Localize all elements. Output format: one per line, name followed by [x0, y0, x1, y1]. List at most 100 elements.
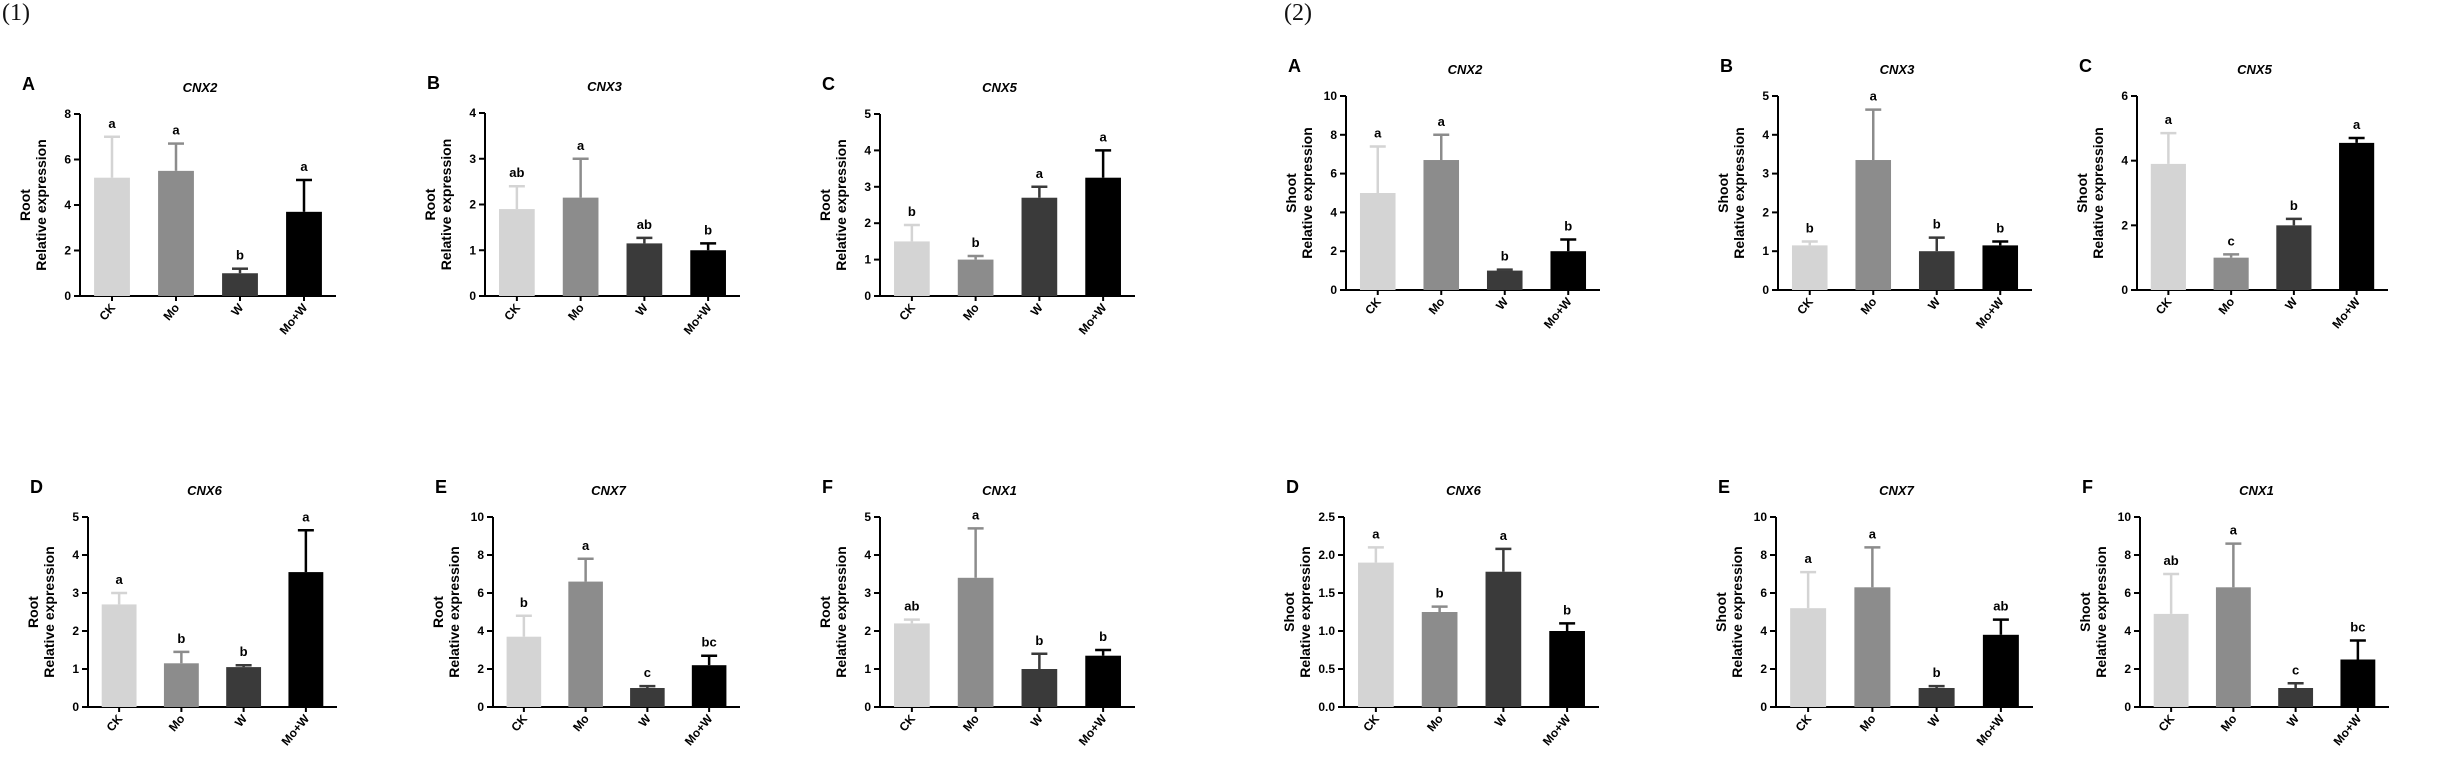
y-tick-label: 10	[471, 510, 485, 524]
x-tick-label: Mo	[1858, 295, 1880, 317]
x-tick-label: Mo+W	[681, 300, 715, 337]
y-tick-label: 0	[469, 289, 476, 303]
panel-letter: F	[2082, 477, 2093, 497]
y-axis-label-tissue: Root	[430, 596, 446, 628]
chart-1-E: E CNX7 Root Relative expression 0 2 4 6 8 10 b CK a M…	[430, 477, 740, 748]
bar-w	[1918, 251, 1955, 290]
y-tick-label: 0	[1762, 283, 1769, 297]
bar-w	[626, 243, 663, 296]
y-tick-label: 2.5	[1318, 510, 1335, 524]
bar-mo	[1854, 587, 1891, 707]
panel-letter: D	[30, 477, 43, 497]
significance-letter: a	[116, 572, 124, 587]
x-tick-label: CK	[896, 712, 918, 735]
chart-title: CNX1	[982, 483, 1017, 498]
y-tick-label: 0	[64, 289, 71, 303]
y-tick-label: 3	[469, 152, 476, 166]
bar-w	[2278, 688, 2314, 707]
significance-letter: b	[1035, 633, 1043, 648]
bar-mo	[2213, 257, 2249, 290]
chart-1-A: A CNX2 Root Relative expression 0 2 4 6 8 a CK a Mo b…	[17, 74, 336, 337]
x-tick-label: Mo	[166, 712, 188, 734]
y-axis-label: Relative expression	[2090, 127, 2106, 259]
y-tick-label: 10	[1324, 89, 1338, 103]
panel-letter: B	[427, 73, 440, 93]
x-tick-label: Mo	[160, 301, 182, 323]
y-tick-label: 2	[2124, 662, 2131, 676]
bar-mo-w	[1982, 245, 2019, 290]
bar-ck	[1790, 608, 1827, 707]
bar-mo	[158, 170, 194, 296]
y-tick-label: 3	[864, 586, 871, 600]
significance-letter: a	[1500, 528, 1508, 543]
y-axis-label: Relative expression	[446, 546, 462, 678]
significance-letter: ab	[904, 599, 919, 614]
y-tick-label: 2	[1760, 662, 1767, 676]
x-tick-label: W	[636, 711, 654, 729]
y-axis-label: Relative expression	[1299, 127, 1315, 259]
y-tick-label: 4	[2124, 624, 2131, 638]
bar-ck	[506, 636, 542, 707]
y-axis-label: Relative expression	[438, 139, 454, 271]
panel-letter: C	[2079, 56, 2092, 76]
bar-w	[2276, 225, 2312, 290]
bar-ck	[94, 177, 130, 296]
x-tick-label: Mo	[565, 301, 587, 323]
chart-2-B: B CNX3 Shoot Relative expression 0 1 2 3 4 5 b CK a M…	[1715, 56, 2032, 331]
y-tick-label: 2	[469, 198, 476, 212]
y-axis-label-tissue: Root	[817, 189, 833, 221]
chart-1-F: F CNX1 Root Relative expression 0 1 2 3 4 5 ab CK a M…	[817, 477, 1135, 748]
panel-letter: C	[822, 74, 835, 94]
bar-ck	[1359, 193, 1396, 290]
y-tick-label: 1	[469, 243, 476, 257]
bar-w	[630, 688, 665, 707]
y-axis-label: Relative expression	[1729, 546, 1745, 678]
y-tick-label: 0	[1760, 700, 1767, 714]
significance-letter: b	[1099, 629, 1107, 644]
chart-1-C: C CNX5 Root Relative expression 0 1 2 3 4 5 b CK b Mo…	[817, 74, 1135, 337]
chart-1-D: D CNX6 Root Relative expression 0 1 2 3 4 5 a CK b Mo…	[25, 477, 337, 748]
y-tick-label: 0	[864, 700, 871, 714]
significance-letter: b	[2290, 198, 2298, 213]
y-tick-label: 6	[64, 153, 71, 167]
bar-ck	[894, 623, 930, 707]
significance-letter: bc	[2350, 620, 2365, 635]
x-tick-label: Mo+W	[1973, 294, 2007, 331]
y-tick-label: 2	[64, 244, 71, 258]
y-tick-label: 6	[2124, 586, 2131, 600]
bar-ck	[2153, 613, 2189, 707]
y-tick-label: 0	[72, 700, 79, 714]
significance-letter: a	[582, 538, 590, 553]
bar-ck	[2150, 163, 2186, 290]
significance-letter: b	[1996, 221, 2004, 236]
y-tick-label: 5	[1762, 89, 1769, 103]
chart-title: CNX5	[2237, 62, 2272, 77]
bar-mo-w	[2339, 142, 2375, 290]
x-tick-label: Mo+W	[1541, 294, 1575, 331]
y-tick-label: 0	[2124, 700, 2131, 714]
chart-title: CNX6	[1446, 483, 1481, 498]
y-tick-label: 2	[477, 662, 484, 676]
x-tick-label: W	[1492, 711, 1510, 729]
significance-letter: a	[1036, 166, 1044, 181]
bar-mo	[1855, 160, 1892, 290]
x-tick-label: W	[1028, 711, 1046, 729]
significance-letter: c	[2228, 233, 2235, 248]
panel-letter: A	[1288, 56, 1301, 76]
y-tick-label: 0.5	[1318, 662, 1335, 676]
y-axis-label-tissue: Shoot	[1281, 592, 1297, 632]
chart-2-F: F CNX1 Shoot Relative expression 0 2 4 6 8 10 ab CK…	[2077, 477, 2389, 748]
x-tick-label: CK	[1793, 712, 1815, 735]
chart-2-D: D CNX6 Shoot Relative expression 0.0 0.5 1.0 1.…	[1281, 477, 1599, 748]
significance-letter: a	[108, 116, 116, 131]
group-header-2: (2)	[1284, 0, 1312, 26]
y-tick-label: 10	[2118, 510, 2132, 524]
panel-letter: E	[435, 477, 447, 497]
y-tick-label: 0	[2121, 283, 2128, 297]
chart-title: CNX3	[1880, 62, 1915, 77]
y-tick-label: 4	[864, 143, 871, 157]
x-tick-label: CK	[508, 712, 530, 735]
bar-w	[1485, 571, 1522, 707]
